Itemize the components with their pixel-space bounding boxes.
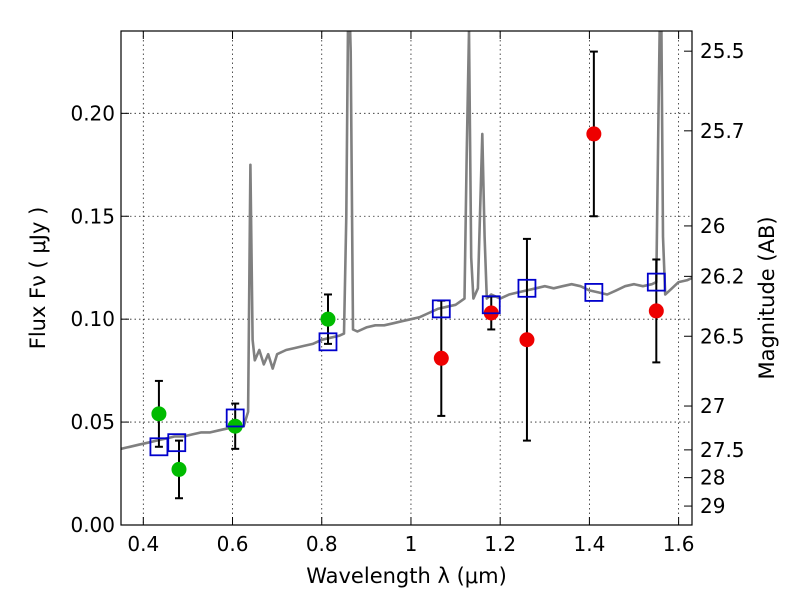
- y-tick-label: 0.05: [70, 410, 115, 434]
- x-tick-label: 0.4: [127, 532, 159, 556]
- synthetic-square: [318, 332, 338, 352]
- y-tick-label: 0.00: [70, 513, 115, 537]
- photometry-point-optical: [171, 461, 187, 477]
- photometry-point-nir: [519, 332, 535, 348]
- photometry-points: [151, 126, 664, 477]
- y-tick-label: 0.15: [70, 204, 115, 228]
- x-tick-label: 1.6: [663, 532, 695, 556]
- axis-ticks: 0.4 0.6 0.8 1 1.2 1.4 1.6 0.00 0.05 0.10 0.15 0.20 2…: [70, 31, 745, 556]
- model-spectrum-line: [121, 31, 692, 451]
- mag-tick-label: 26.5: [700, 324, 745, 348]
- mag-tick-label: 29: [700, 494, 725, 518]
- synthetic-square: [431, 299, 451, 319]
- synthetic-square: [481, 295, 501, 315]
- synthetic-square: [646, 272, 666, 292]
- grid: [121, 31, 692, 526]
- synthetic-square: [225, 408, 245, 428]
- x-tick-label: 1: [405, 532, 418, 556]
- photometry-point-optical: [151, 406, 167, 422]
- y2-axis-label: Magnitude (AB): [755, 216, 779, 379]
- model-spectrum: [121, 31, 692, 451]
- x-tick-label: 1.4: [573, 532, 605, 556]
- x-axis-label: Wavelength λ (μm): [306, 564, 507, 588]
- photometry-point-optical: [320, 311, 336, 327]
- x-tick-label: 1.2: [484, 532, 516, 556]
- y-tick-label: 0.10: [70, 307, 115, 331]
- mag-tick-label: 26.2: [700, 264, 745, 288]
- photometry-point-nir: [433, 350, 449, 366]
- synthetic-square: [517, 278, 537, 298]
- synthetic-square: [584, 283, 604, 302]
- plot-frame: [120, 30, 693, 526]
- x-tick-label: 0.6: [217, 532, 249, 556]
- mag-tick-label: 27.5: [700, 438, 745, 462]
- mag-tick-label: 28: [700, 466, 725, 490]
- photometry-point-nir: [648, 303, 664, 319]
- mag-tick-label: 25.7: [700, 119, 745, 143]
- synthetic-square: [167, 433, 187, 453]
- mag-tick-label: 27: [700, 394, 725, 418]
- x-tick-label: 0.8: [306, 532, 338, 556]
- y-axis-label: Flux Fν ( μJy ): [26, 207, 50, 350]
- photometry-point-nir: [586, 126, 602, 142]
- y-tick-label: 0.20: [70, 101, 115, 125]
- mag-tick-label: 26: [700, 214, 725, 238]
- synthetic-photometry-squares: [149, 272, 666, 457]
- mag-tick-label: 25.5: [700, 39, 745, 63]
